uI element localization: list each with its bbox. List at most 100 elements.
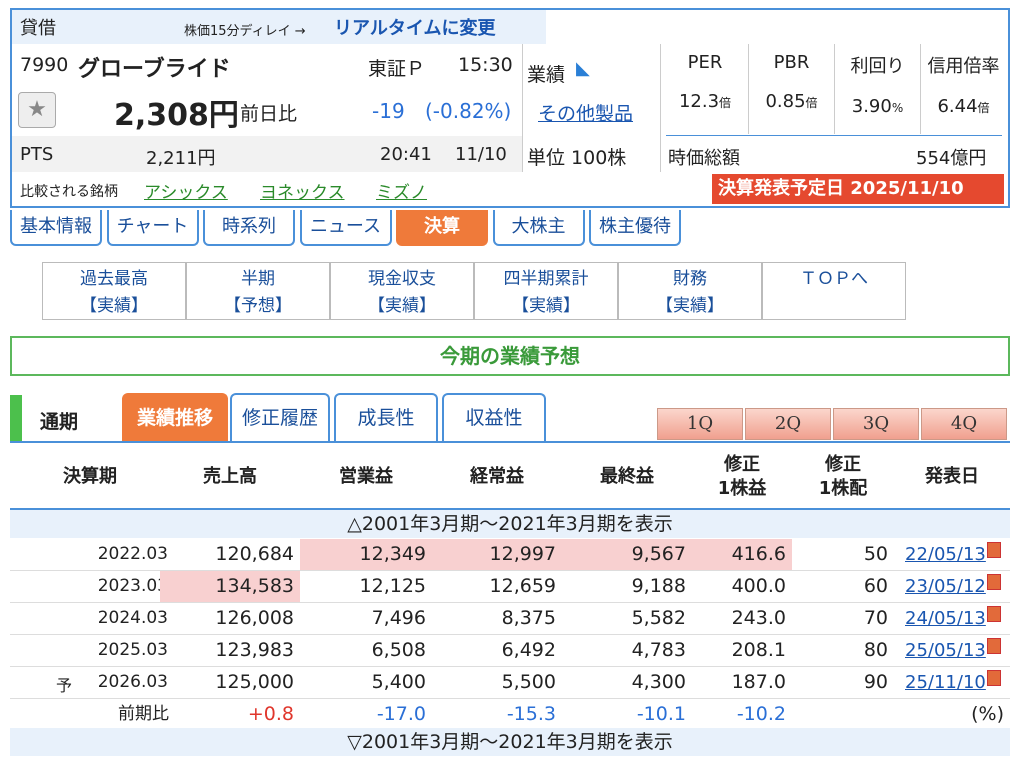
date-link[interactable]: 25/05/13	[905, 640, 986, 661]
pts-price: 2,211円	[146, 148, 216, 169]
sub-tab[interactable]: 成長性	[334, 393, 438, 441]
nav-tab[interactable]: チャート	[106, 210, 199, 246]
unit: 単位 100株	[527, 147, 627, 169]
nav-tab[interactable]: 時系列	[203, 210, 295, 246]
change-unit: (%)	[971, 703, 1004, 725]
doc-icon	[986, 638, 1001, 654]
divider	[522, 44, 523, 172]
value-cell: 4,300	[631, 671, 686, 693]
indicator-value: 3.90%	[835, 96, 920, 117]
sub-tab[interactable]: 収益性	[442, 393, 546, 441]
indicator-number: 3.90	[851, 96, 892, 117]
compare-link[interactable]: ヨネックス	[260, 183, 345, 203]
pts-time: 20:41	[380, 144, 432, 165]
table-header: 経常益	[470, 466, 524, 487]
date-cell: 23/05/12	[894, 570, 1010, 602]
doc-icon	[986, 542, 1001, 558]
quarter-button[interactable]: 1Q	[657, 408, 743, 440]
section-title: 今期の業績予想	[10, 336, 1010, 376]
green-marker	[10, 395, 22, 441]
indicator-value: 6.44倍	[921, 96, 1006, 117]
table-header: 修正 1株益	[717, 454, 767, 499]
date-link[interactable]: 23/05/12	[905, 576, 986, 597]
change-pct: (-0.82%)	[425, 99, 512, 123]
table-header: 発表日	[925, 466, 979, 487]
row-line	[10, 634, 1010, 635]
value-cell: 123,983	[215, 639, 294, 661]
quarter-button[interactable]: 2Q	[745, 408, 831, 440]
quarter-button[interactable]: 4Q	[921, 408, 1007, 440]
header-band	[12, 10, 546, 44]
value-cell: 5,400	[371, 671, 426, 693]
quarter-button[interactable]: 3Q	[833, 408, 919, 440]
sector-link[interactable]: その他製品	[538, 103, 634, 125]
subnav-label: 半期	[241, 269, 275, 289]
value-cell: 5,500	[501, 671, 556, 693]
value-cell: 8,375	[501, 607, 556, 629]
date-cell: 25/11/10	[894, 666, 1010, 698]
pts-label: PTS	[20, 144, 54, 165]
value-cell: 4,783	[631, 639, 686, 661]
favorite-star[interactable]: ★	[18, 92, 56, 128]
nav-tab[interactable]: ニュース	[299, 210, 392, 246]
compare-link[interactable]: ミズノ	[376, 183, 427, 203]
time: 15:30	[458, 54, 513, 76]
compare-label: 比較される銘柄	[20, 184, 118, 200]
toggle-older[interactable]: △2001年3月期～2021年3月期を表示	[10, 510, 1010, 538]
nav-tab[interactable]: 大株主	[492, 210, 585, 246]
sub-tab[interactable]: 修正履歴	[230, 393, 330, 441]
table-header: 最終益	[600, 466, 654, 487]
table-header: 売上高	[203, 466, 257, 487]
results-icon[interactable]: ◣	[576, 58, 590, 79]
value-cell: 416.6	[692, 539, 792, 570]
pts-band	[12, 136, 522, 172]
row-line	[10, 698, 1010, 699]
subnav-label: 過去最高	[80, 269, 148, 289]
value-cell: 12,125	[359, 575, 426, 597]
value-cell: 50	[863, 543, 888, 565]
nav-tab[interactable]: 株主優待	[589, 210, 681, 246]
value-cell: 80	[863, 639, 888, 661]
date-cell: 24/05/13	[894, 602, 1010, 634]
value-cell: 9,567	[562, 539, 692, 570]
announce-label: 決算発表予定日	[718, 178, 844, 199]
subnav-label: 現金収支	[368, 269, 436, 289]
stock-code: 7990	[20, 54, 69, 76]
nav-tab[interactable]: 決算	[396, 210, 488, 246]
nav-tab[interactable]: 基本情報	[10, 210, 102, 246]
indicator: 利回り 3.90%	[834, 44, 920, 134]
doc-icon	[986, 670, 1001, 686]
indicator-unit: 倍	[719, 96, 732, 110]
date-cell: 22/05/13	[894, 538, 1010, 570]
period-cell: 2023.03	[97, 576, 168, 596]
date-link[interactable]: 22/05/13	[905, 544, 986, 565]
subnav-item[interactable]: 過去最高 【実績】	[42, 262, 186, 320]
margin-type: 貸借	[20, 18, 56, 39]
subnav-item[interactable]: 財務 【実績】	[618, 262, 762, 320]
divider	[10, 508, 1010, 510]
subnav-sub: 【実績】	[80, 296, 148, 316]
compare-link[interactable]: アシックス	[144, 183, 228, 203]
change-label: 前日比	[240, 103, 298, 125]
indicator-unit: 倍	[977, 101, 990, 115]
date-link[interactable]: 25/11/10	[905, 672, 986, 693]
realtime-link[interactable]: リアルタイムに変更	[334, 18, 496, 39]
subnav-item[interactable]: 現金収支 【実績】	[330, 262, 474, 320]
date-link[interactable]: 24/05/13	[905, 608, 986, 629]
change-label: 前期比	[118, 704, 169, 724]
subnav-sub: 【予想】	[224, 296, 292, 316]
toggle-older[interactable]: ▽2001年3月期～2021年3月期を表示	[10, 728, 1010, 756]
value-cell: 5,582	[631, 607, 686, 629]
value-cell: 400.0	[731, 575, 786, 597]
value-cell: 60	[863, 575, 888, 597]
indicator: 信用倍率 6.44倍	[920, 44, 1006, 134]
sub-tab[interactable]: 業績推移	[122, 393, 228, 441]
value-cell: 6,508	[371, 639, 426, 661]
subnav-item[interactable]: 四半期累計 【実績】	[474, 262, 618, 320]
change-value: -15.3	[506, 703, 556, 725]
value-cell: 134,583	[160, 571, 300, 602]
subnav-item[interactable]: 半期 【予想】	[186, 262, 330, 320]
indicator-label: PER	[687, 52, 723, 73]
subnav-item[interactable]: ＴＯＰへ	[762, 262, 906, 320]
